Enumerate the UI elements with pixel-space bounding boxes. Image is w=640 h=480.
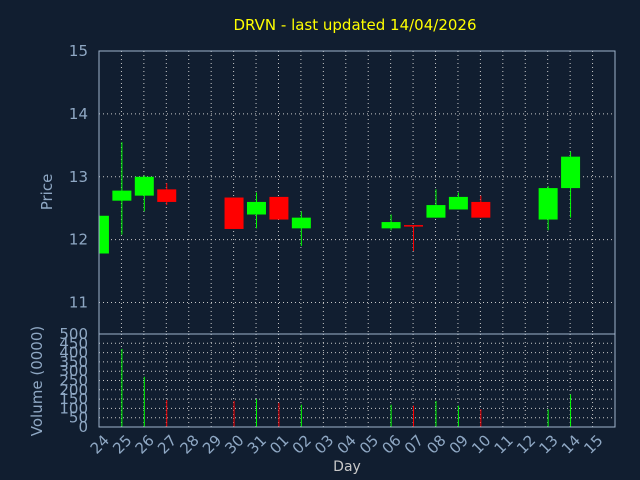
candle-body <box>157 189 177 202</box>
volume-tick-label: 350 <box>59 353 88 371</box>
price-tick-label: 13 <box>69 168 88 186</box>
price-gridlines <box>99 50 615 334</box>
volume-tick-label: 50 <box>69 409 88 427</box>
volume-axis-label: Volume (0000) <box>28 326 46 436</box>
volume-panel-frame <box>98 333 616 428</box>
chart-title: DRVN - last updated 14/04/2026 <box>233 16 476 34</box>
volume-tick-label: 150 <box>59 390 88 408</box>
candle-body <box>404 225 424 227</box>
candle-body <box>134 176 154 196</box>
candle-body <box>471 201 491 218</box>
x-axis-label: Day <box>333 459 361 475</box>
price-tick-label: 15 <box>69 42 88 60</box>
volume-bars <box>121 348 572 427</box>
candle-body <box>381 222 401 229</box>
candle-body <box>448 196 468 210</box>
volume-tick-label: 400 <box>59 344 88 362</box>
candle-body <box>291 217 311 229</box>
volume-tick-label: 0 <box>78 418 88 436</box>
volume-gridlines <box>99 334 615 427</box>
candle-body <box>112 190 132 201</box>
price-tick-label: 11 <box>69 294 88 312</box>
volume-tick-label: 100 <box>59 399 88 417</box>
candle-body <box>561 156 581 189</box>
candle-body <box>246 201 266 215</box>
price-tick-labels: 11 12 13 14 15 <box>69 42 88 312</box>
candle-body <box>426 205 446 218</box>
candle-body <box>99 215 109 254</box>
day-tick-label: 15 <box>580 431 606 457</box>
candle-body <box>538 188 558 220</box>
price-tick-label: 14 <box>69 105 88 123</box>
price-tick-label: 12 <box>69 231 88 249</box>
candle-body <box>269 196 289 220</box>
candles <box>98 142 581 254</box>
volume-tick-label: 500 <box>59 325 88 343</box>
volume-tick-label: 300 <box>59 362 88 380</box>
volume-tick-label: 200 <box>59 381 88 399</box>
day-tick-labels: 2425262728293031010203040506070809101112… <box>87 431 607 457</box>
volume-tick-label: 450 <box>59 334 88 352</box>
candle-body <box>224 197 244 229</box>
price-axis-label: Price <box>38 174 56 211</box>
price-panel-frame <box>98 50 616 335</box>
volume-tick-label: 250 <box>59 372 88 390</box>
